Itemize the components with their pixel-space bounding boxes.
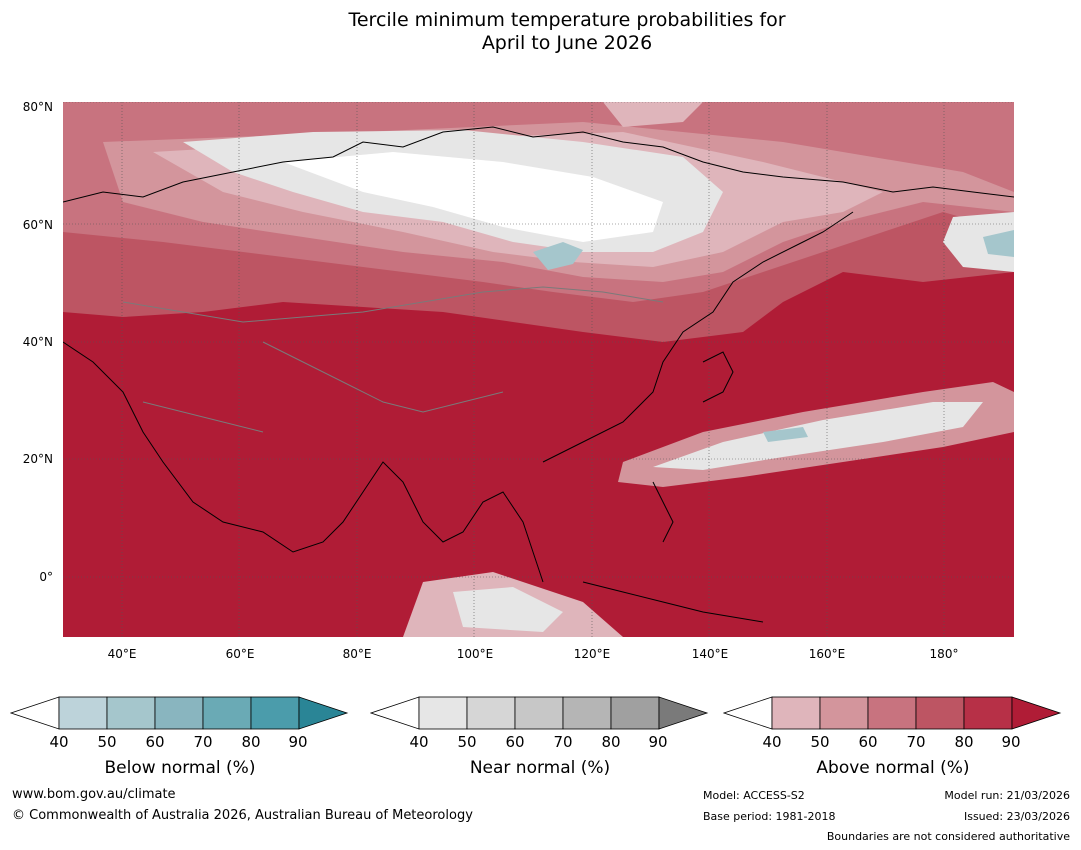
lat-label-20n: 20°N (22, 452, 53, 466)
legend-swatch-end (658, 696, 709, 730)
legend-swatch (154, 696, 204, 730)
chart-title: Tercile minimum temperature probabilitie… (0, 9, 1081, 55)
pacific-below (763, 427, 808, 442)
legend-swatch (867, 696, 917, 730)
legend-above-tick-40: 40 (762, 733, 782, 751)
title-line-2: April to June 2026 (481, 32, 653, 54)
legend-near-normal: 40 50 60 70 80 90 Near normal (%) (370, 695, 720, 778)
legend-below-tick-80: 80 (241, 733, 261, 751)
website-link[interactable]: www.bom.gov.au/climate (12, 787, 176, 802)
legend-swatch (202, 696, 252, 730)
lon-label-180: 180° (929, 647, 959, 661)
legend-swatch (58, 696, 108, 730)
legend-above-label: Above normal (%) (816, 758, 970, 778)
legend-above-tick-80: 80 (954, 733, 974, 751)
legend-above-tick-50: 50 (810, 733, 830, 751)
legend-near-tick-40: 40 (409, 733, 429, 751)
legend-swatch-start (723, 696, 773, 730)
legend-above-tick-60: 60 (858, 733, 878, 751)
lon-label-120e: 120°E (573, 647, 611, 661)
legend-near-tick-70: 70 (553, 733, 573, 751)
legend-near-tick-90: 90 (648, 733, 668, 751)
disclaimer-text: Boundaries are not considered authoritat… (826, 830, 1070, 843)
legend-swatch (915, 696, 965, 730)
legend-above-normal: 40 50 60 70 80 90 Above normal (%) (723, 695, 1073, 778)
far-east-below (983, 230, 1014, 257)
legend-swatch (514, 696, 564, 730)
legend-above-colorbar (723, 696, 1062, 730)
legend-below-tick-50: 50 (97, 733, 117, 751)
legend-near-tick-50: 50 (457, 733, 477, 751)
legend-below-tick-40: 40 (49, 733, 69, 751)
legend-near-tick-80: 80 (601, 733, 621, 751)
legend-near-label: Near normal (%) (469, 758, 611, 778)
lon-label-40e: 40°E (107, 647, 137, 661)
legend-swatch (466, 696, 516, 730)
legend-above-tick-70: 70 (906, 733, 926, 751)
legend-swatch (562, 696, 612, 730)
south-ocean-white (453, 587, 563, 632)
probability-map (63, 102, 1014, 637)
legend-below-label: Below normal (%) (104, 758, 256, 778)
lat-label-80n: 80°N (22, 100, 53, 114)
model-text: Model: ACCESS-S2 (703, 789, 805, 802)
lat-label-0: 0° (39, 570, 53, 584)
map-canvas (63, 102, 1014, 637)
legend-near-colorbar (370, 696, 709, 730)
legend-swatch-end (298, 696, 349, 730)
legend-below-tick-70: 70 (193, 733, 213, 751)
country-borders (122, 286, 664, 433)
legend-swatch (250, 696, 300, 730)
lat-label-60n: 60°N (22, 218, 53, 232)
lon-label-140e: 140°E (691, 647, 729, 661)
legend-swatch (771, 696, 821, 730)
legend-swatch-start (370, 696, 420, 730)
graticule (63, 102, 1014, 637)
legend-swatch (106, 696, 156, 730)
base-period-text: Base period: 1981-2018 (703, 810, 836, 823)
lon-label-100e: 100°E (456, 647, 494, 661)
legend-swatch (819, 696, 869, 730)
far-east-near (943, 212, 1014, 272)
legend-swatch-start (10, 696, 60, 730)
lat-label-40n: 40°N (22, 335, 53, 349)
legend-below-tick-90: 90 (288, 733, 308, 751)
arctic-sea (603, 102, 703, 127)
lon-label-60e: 60°E (225, 647, 255, 661)
baikal-below (533, 242, 583, 270)
legend-swatch (610, 696, 660, 730)
model-run-text: Model run: 21/03/2026 (944, 789, 1070, 802)
issued-text: Issued: 23/03/2026 (963, 810, 1070, 823)
title-line-1: Tercile minimum temperature probabilitie… (348, 9, 786, 31)
coastlines (63, 126, 1014, 623)
legend-swatch-end (1011, 696, 1062, 730)
lon-label-160e: 160°E (808, 647, 846, 661)
legend-swatch (963, 696, 1013, 730)
legend-above-tick-90: 90 (1001, 733, 1021, 751)
pacific-near-normal (653, 402, 983, 470)
legend-swatch (418, 696, 468, 730)
legend-below-tick-60: 60 (145, 733, 165, 751)
lon-label-80e: 80°E (342, 647, 372, 661)
legend-near-tick-60: 60 (505, 733, 525, 751)
siberia-white (283, 152, 663, 242)
copyright-text: © Commonwealth of Australia 2026, Austra… (12, 808, 473, 823)
legend-below-normal: 40 50 60 70 80 90 Below normal (%) (10, 695, 360, 778)
legend-below-colorbar (10, 696, 349, 730)
